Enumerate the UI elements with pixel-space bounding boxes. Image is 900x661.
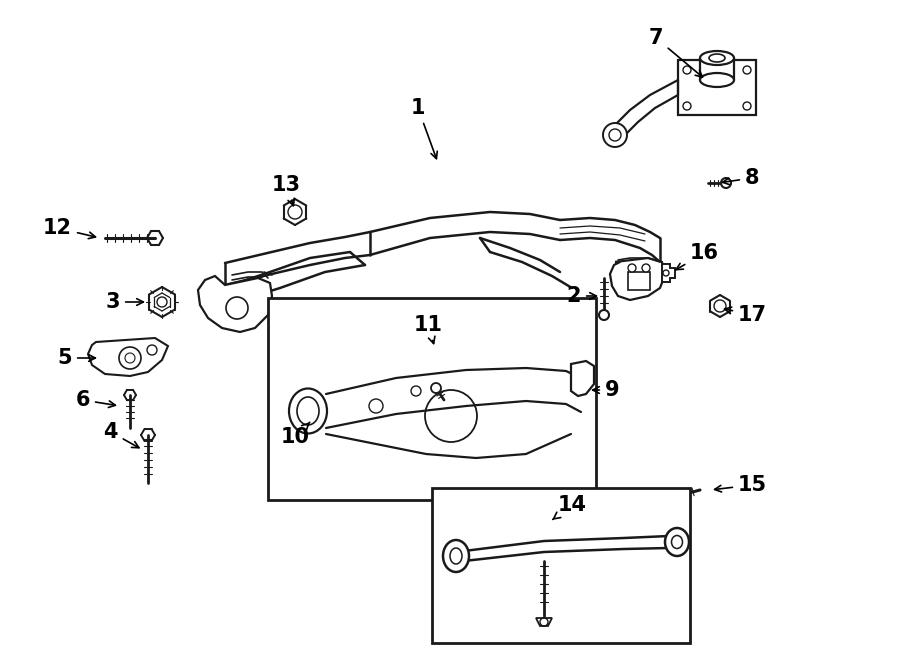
Polygon shape [536,618,552,626]
Bar [628,272,650,290]
Polygon shape [88,338,168,376]
Circle shape [599,310,609,320]
Circle shape [714,300,726,312]
Circle shape [609,129,621,141]
Ellipse shape [700,73,734,87]
Ellipse shape [709,54,725,62]
Polygon shape [198,276,272,332]
Circle shape [642,264,650,272]
Text: 6: 6 [76,390,115,410]
Circle shape [683,102,691,110]
Bar [268,298,596,500]
Ellipse shape [450,548,462,564]
Text: 3: 3 [105,292,143,312]
Text: 10: 10 [281,422,310,447]
Circle shape [157,297,167,307]
Circle shape [721,178,731,188]
Ellipse shape [289,389,327,434]
Text: 14: 14 [553,495,587,520]
Text: 13: 13 [272,175,301,206]
Circle shape [743,66,751,74]
Circle shape [663,270,669,276]
Circle shape [288,205,302,219]
Polygon shape [678,60,756,115]
Text: 4: 4 [104,422,139,447]
Ellipse shape [665,528,689,556]
Bar [432,488,690,643]
Circle shape [147,345,157,355]
Polygon shape [571,361,594,396]
Circle shape [603,123,627,147]
Polygon shape [610,258,665,300]
Text: 17: 17 [724,305,767,325]
Circle shape [628,264,636,272]
Circle shape [125,353,135,363]
Ellipse shape [671,535,682,549]
Text: 16: 16 [676,243,719,270]
Circle shape [431,383,441,393]
Ellipse shape [700,51,734,65]
Text: 9: 9 [592,380,619,400]
Text: 12: 12 [43,218,95,239]
Text: 11: 11 [413,315,443,344]
Text: 1: 1 [410,98,437,159]
Text: 2: 2 [566,286,597,306]
Text: 8: 8 [723,168,760,188]
Circle shape [226,297,248,319]
Ellipse shape [443,540,469,572]
Circle shape [646,496,661,510]
Circle shape [119,347,141,369]
Text: 5: 5 [58,348,95,368]
Text: 7: 7 [649,28,702,77]
Circle shape [683,66,691,74]
Text: 15: 15 [715,475,767,495]
Polygon shape [662,264,675,282]
Ellipse shape [297,397,319,425]
Circle shape [743,102,751,110]
